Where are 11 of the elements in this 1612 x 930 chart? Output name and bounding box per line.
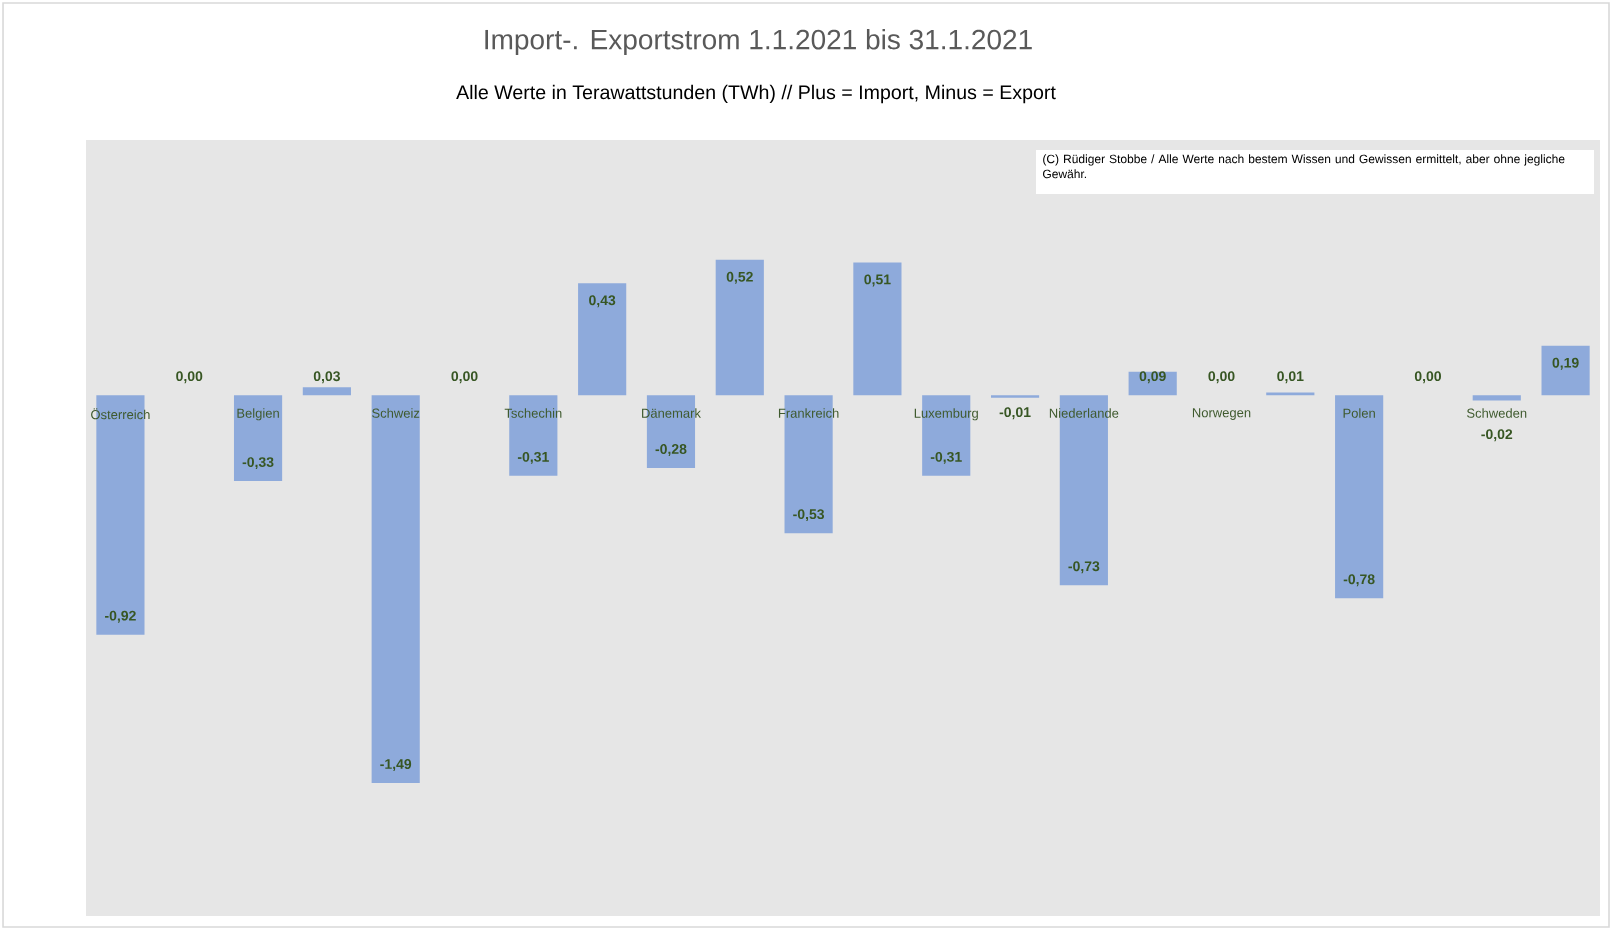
bar (371, 395, 420, 784)
bar (1335, 395, 1384, 599)
bar (233, 395, 283, 482)
bar (578, 283, 627, 396)
bar (302, 387, 351, 396)
bar (1541, 345, 1590, 396)
bar (715, 259, 764, 396)
bar (853, 262, 902, 396)
chart-subtitle: Alle Werte in Terawattstunden (TWh) // Plus = Import, Minus = Export (456, 84, 1056, 104)
chart-title: Import-. Exportstrom 1.1.2021 bis 31.1.2021 (485, 28, 1032, 56)
bar (1472, 395, 1521, 401)
